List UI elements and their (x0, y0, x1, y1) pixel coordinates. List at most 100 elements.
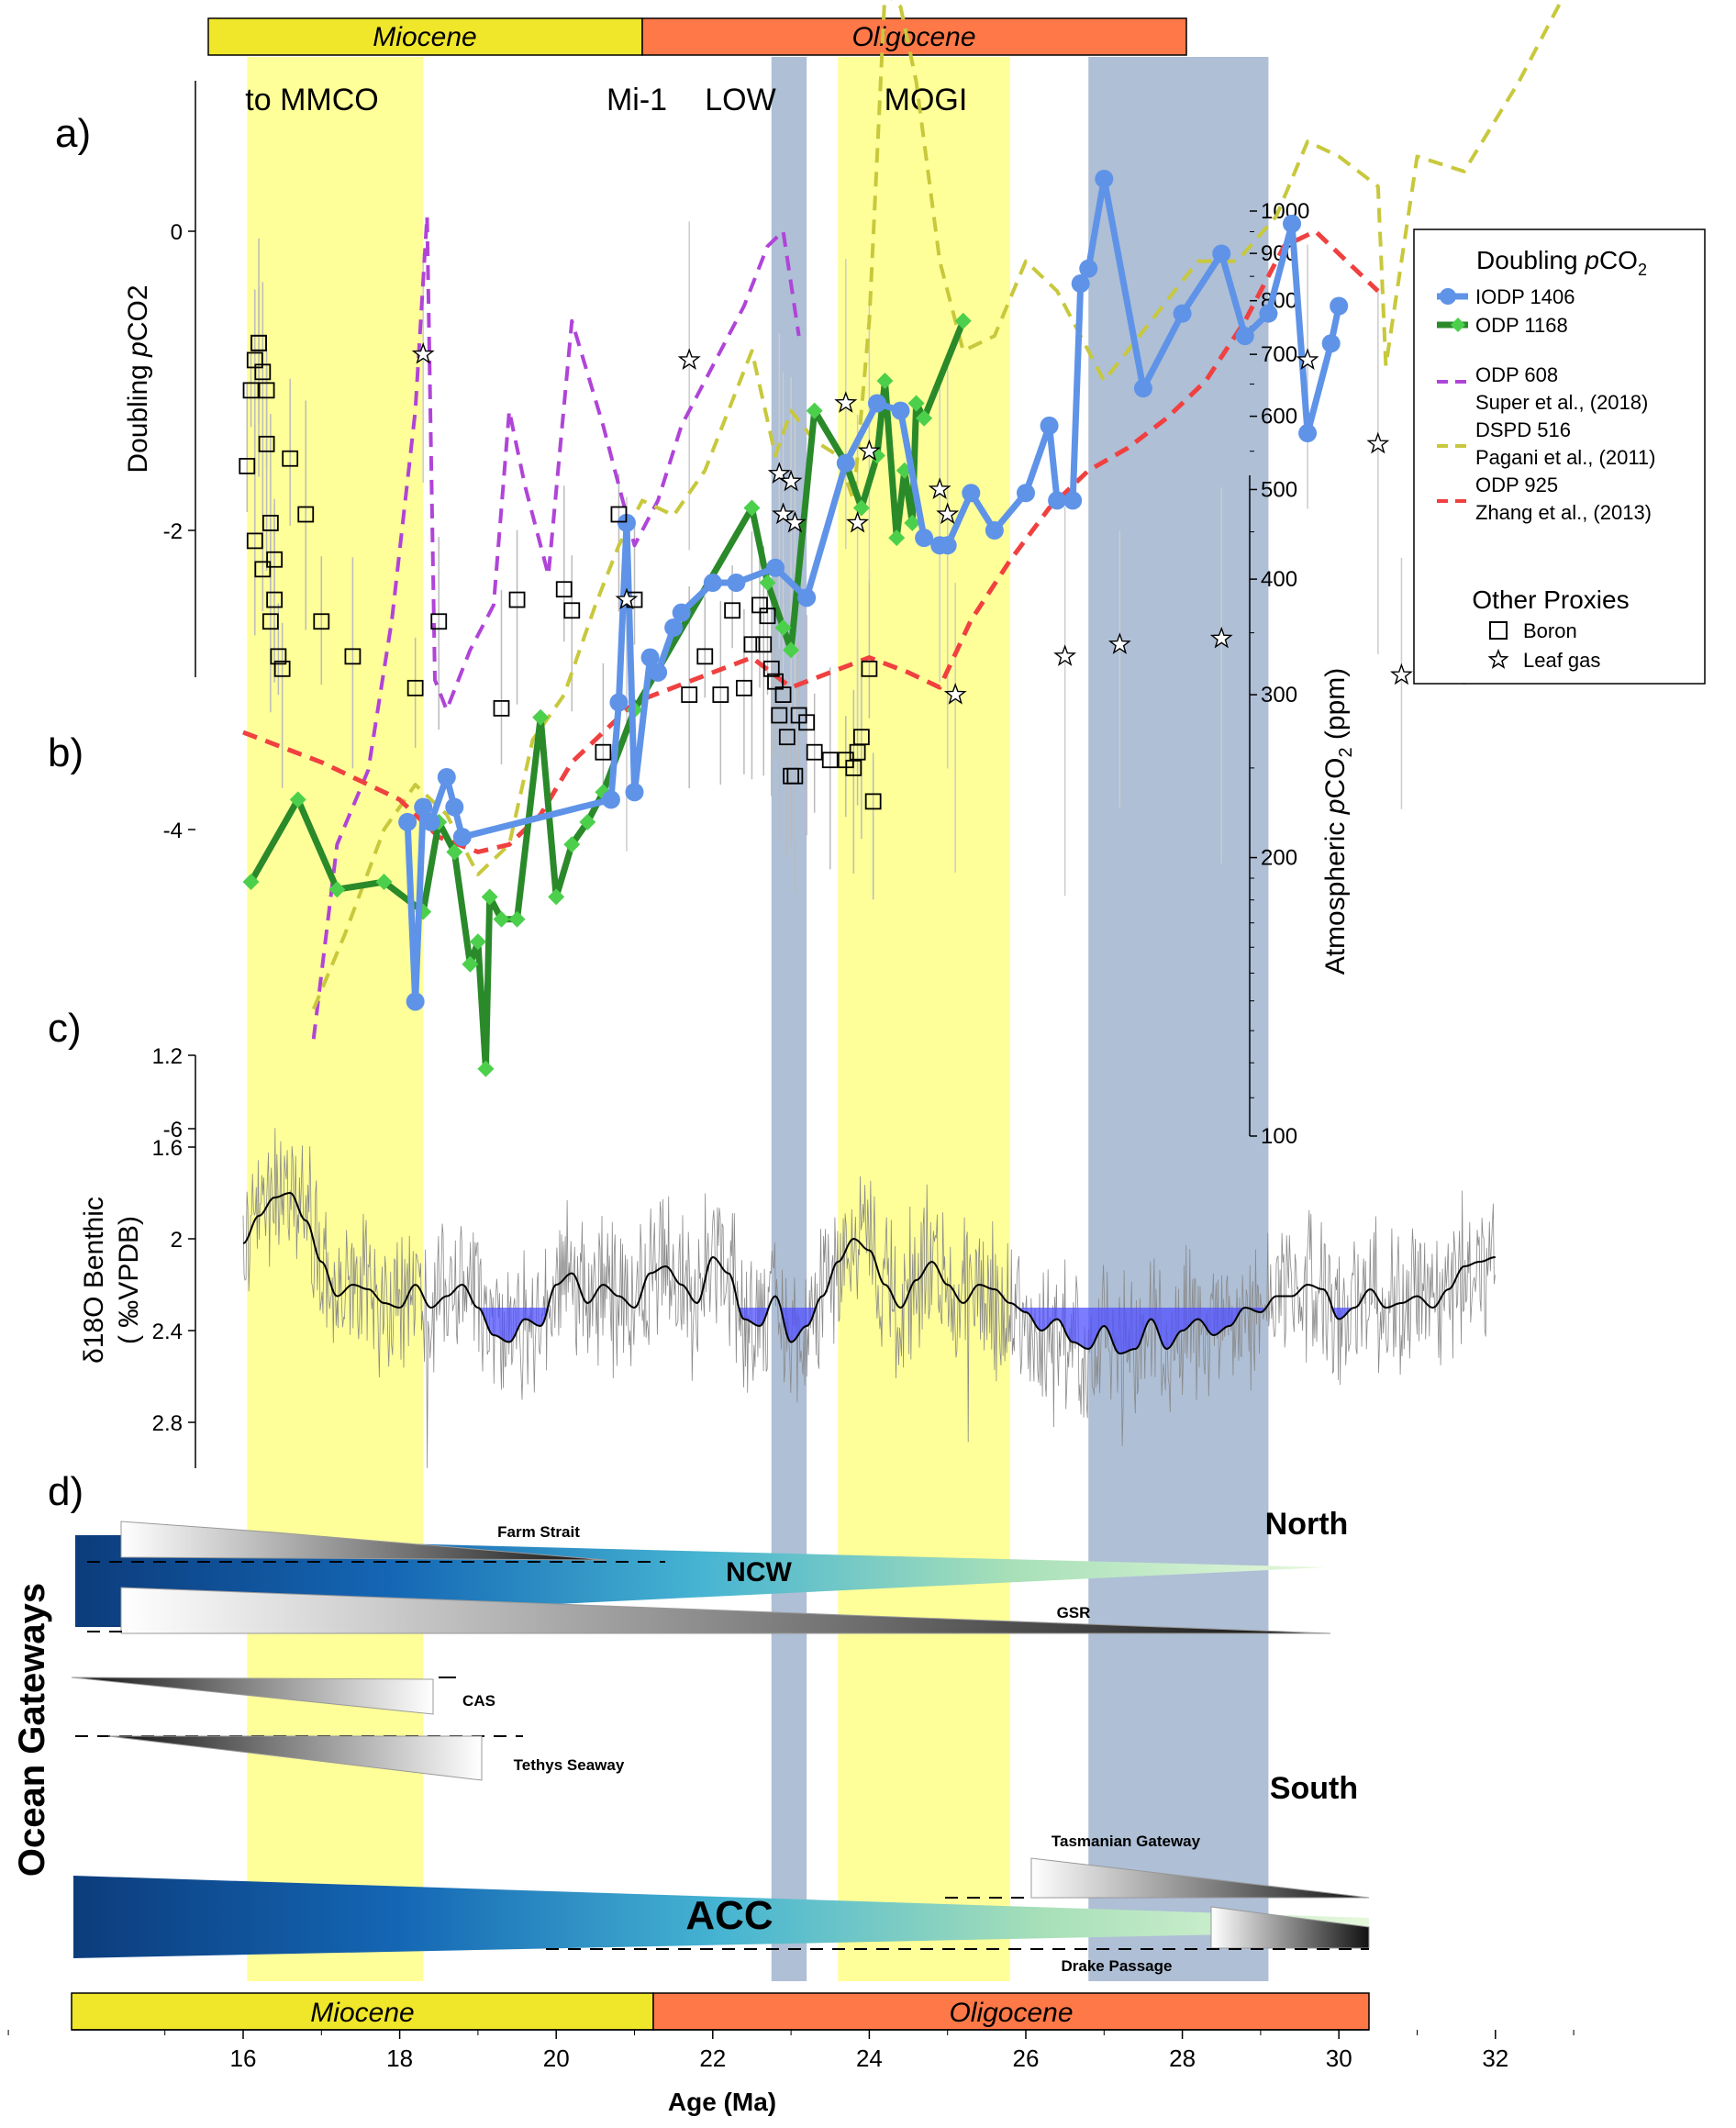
panel-c-y-tick-label-2: 2 (171, 1228, 183, 1253)
legend-item-boron: Boron (1523, 619, 1577, 642)
epoch-top-miocene-label: Miocene (373, 22, 476, 52)
boron-point-3 (250, 334, 267, 351)
panel-a-point-3-20 (759, 574, 776, 592)
panel-a-point-3-8 (469, 933, 486, 951)
boron-point-25 (696, 648, 714, 665)
panel-a-point-4-31 (1071, 274, 1090, 294)
epoch-bar-bottom: Miocene Oligocene (71, 1992, 1370, 2031)
boron-point-53 (262, 613, 279, 630)
leaf-point-4 (779, 469, 803, 492)
boron-point-27 (724, 602, 741, 619)
panel-a-point-4-5 (445, 797, 464, 817)
boron-point-26 (712, 686, 729, 703)
leaf-point-6 (783, 510, 807, 533)
boron-point-15 (406, 679, 424, 696)
panel-a-point-3-23 (806, 402, 823, 419)
boron-point-8 (266, 551, 284, 568)
panel-c-y-label: δ18O Benthic (79, 1197, 109, 1364)
panel-a-point-3-19 (743, 499, 761, 517)
x-tick-label-7: 30 (1326, 2044, 1352, 2072)
epoch-top-oligocene (641, 17, 1187, 56)
boron-point-51 (246, 532, 263, 550)
north-label: North (1265, 1507, 1349, 1542)
panel-a-point-4-40 (1298, 424, 1318, 443)
south-label: South (1270, 1771, 1358, 1806)
panel-a-point-4-2 (414, 797, 433, 817)
panel-a-point-4-37 (1235, 327, 1254, 346)
panel-a-point-4-3 (421, 812, 440, 831)
panel-a-point-4-42 (1330, 296, 1349, 316)
farm-strait-wedge (120, 1521, 606, 1561)
panel-c-y-axis: 1.2 1.6 2 2.4 2.8 δ18O Benthic ( ‰VPDB) (79, 1044, 196, 1468)
x-tick-label-8: 32 (1482, 2044, 1508, 2072)
legend-swatch-odp1168 (1437, 318, 1468, 332)
panel-a-point-4-14 (672, 603, 691, 622)
boron-point-52 (254, 561, 272, 578)
epoch-bottom-miocene (71, 1992, 654, 2031)
epoch-top-miocene (207, 17, 643, 56)
panel-a-point-4-17 (766, 558, 785, 577)
event-band-1 (771, 57, 807, 1981)
panel-a-y-tick-label-1: 0 (171, 220, 183, 245)
legend-item-odp1168: ODP 1168 (1475, 314, 1568, 337)
panel-a-point-4-0 (398, 812, 417, 831)
panel-c-smoothed-line (242, 1191, 1496, 1355)
legend-item-odp608: ODP 608 (1475, 363, 1558, 386)
boron-point-36 (774, 686, 792, 703)
leaf-point-2 (615, 587, 639, 610)
panel-a-point-3-16 (579, 813, 596, 830)
gateway-label-drake: Drake Passage (1062, 1957, 1173, 1975)
panel-b-y-tick-label-6: 400 (1261, 567, 1297, 592)
panel-a-point-3-15 (563, 836, 581, 853)
x-tick-label-0: 16 (230, 2044, 257, 2072)
panel-a-point-3-31 (907, 395, 925, 412)
leaf-point-0 (411, 342, 435, 364)
panel-a-point-3-14 (548, 888, 565, 906)
legend-item-super: Super et al., (2018) (1475, 391, 1648, 414)
panel-a-point-4-28 (1040, 416, 1059, 435)
boron-point-9 (266, 591, 284, 608)
panel-a-point-4-39 (1283, 214, 1302, 233)
panel-a-point-3-13 (532, 708, 550, 726)
panel-b-y-tick-label-3: 700 (1261, 342, 1297, 367)
band-label-low: LOW (705, 83, 775, 117)
boron-point-24 (681, 686, 698, 703)
legend-swatch-iodp1406 (1437, 288, 1468, 305)
panel-a-y-label: Doubling pCO2 (123, 284, 153, 473)
legend-box (1413, 228, 1706, 685)
boron-point-10 (273, 660, 291, 677)
panel-a-point-3-33 (954, 312, 972, 329)
legend-swatch-leaf-gas (1487, 648, 1509, 669)
gateway-label-tethys: Tethys Seaway (514, 1756, 625, 1774)
boron-point-12 (297, 506, 315, 523)
panel-c-y-label-units: ( ‰VPDB) (114, 1216, 144, 1344)
panel-a-point-3-7 (462, 955, 479, 973)
boron-point-14 (344, 648, 362, 665)
panel-a-y-tick-label-3: -4 (163, 819, 183, 843)
panel-a-y-tick-label-2: -2 (163, 519, 183, 544)
event-band-0 (247, 57, 424, 1981)
boron-point-13 (313, 613, 330, 630)
panel-a-point-4-20 (867, 394, 886, 413)
drake-wedge (1210, 1906, 1370, 1949)
boron-point-42 (806, 743, 823, 761)
leaf-point-14 (1107, 632, 1131, 654)
x-axis-label: Age (Ma) (668, 2088, 776, 2116)
panel-a-point-4-30 (1063, 491, 1083, 510)
cas-wedge (71, 1677, 434, 1715)
panel-a-series-1 (311, 0, 1564, 1010)
x-tick-label-6: 28 (1169, 2044, 1196, 2072)
acc-wedge (73, 1876, 1369, 1958)
panel-a-point-3-2 (328, 881, 346, 898)
panel-a-point-4-36 (1212, 244, 1231, 263)
panel-b-y-tick-label-7: 300 (1261, 683, 1297, 707)
panel-a-point-4-11 (640, 648, 660, 667)
leaf-point-5 (772, 502, 795, 525)
panel-a-point-4-16 (727, 574, 746, 593)
boron-point-20 (563, 602, 581, 619)
panel-a-point-4-34 (1133, 379, 1152, 398)
boron-point-37 (778, 729, 796, 746)
panel-c-y-tick-label-1: 1.6 (152, 1136, 183, 1161)
leaf-point-11 (936, 502, 960, 525)
panel-d-gateways: Farm Strait NCW GSR North CAS Tethys Sea… (12, 1507, 1370, 1975)
